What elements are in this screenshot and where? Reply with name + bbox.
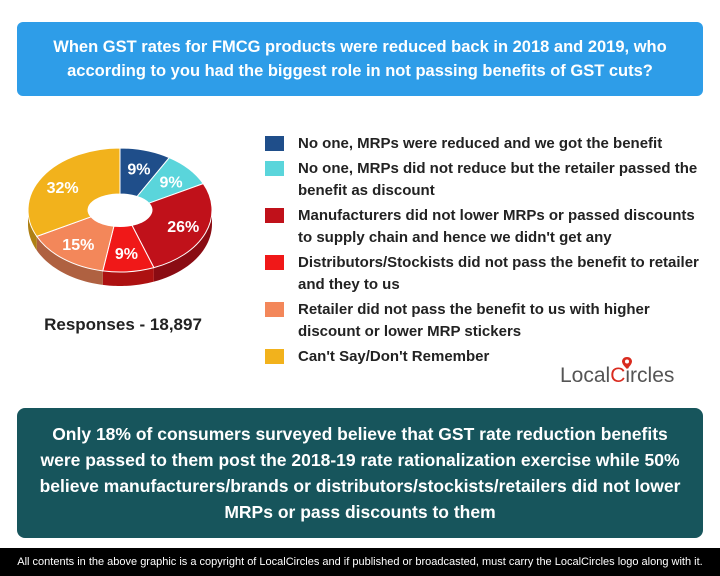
localcircles-logo: LocalCircles [560,357,700,394]
summary-text: Only 18% of consumers surveyed believe t… [39,424,681,522]
map-pin-icon [622,357,632,369]
slice-value-label: 9% [159,175,182,192]
summary-box: Only 18% of consumers surveyed believe t… [17,408,703,538]
donut-slice-side [36,236,103,285]
legend-item: Distributors/Stockists did not pass the … [265,252,705,296]
copyright-footer: All contents in the above graphic is a c… [0,548,720,576]
legend-item: Manufacturers did not lower MRPs or pass… [265,205,705,249]
donut-slice [131,183,213,269]
slice-value-label: 26% [167,219,199,236]
legend-label: Distributors/Stockists did not pass the … [298,254,699,293]
legend-item: No one, MRPs did not reduce but the reta… [265,158,705,202]
donut-hole [89,197,151,227]
responses-count: Responses - 18,897 [44,315,202,334]
question-banner: When GST rates for FMCG products were re… [17,22,703,96]
legend-item: Can't Say/Don't Remember [265,346,705,368]
slice-value-label: 9% [115,246,138,263]
legend-swatch [265,255,284,270]
donut-chart: 9% 9% 26% 9% 15% 32% [20,140,220,310]
legend-swatch [265,349,284,364]
legend-swatch [265,161,284,176]
chart-legend: No one, MRPs were reduced and we got the… [265,133,705,371]
slice-value-label: 32% [47,180,79,197]
legend-label: No one, MRPs did not reduce but the reta… [298,160,698,199]
legend-item: Retailer did not pass the benefit to us … [265,299,705,343]
donut-slice-side [153,210,212,282]
legend-swatch [265,136,284,151]
donut-slice [27,147,121,237]
slice-value-label: 9% [127,162,150,179]
donut-slice-side [28,210,37,251]
legend-item: No one, MRPs were reduced and we got the… [265,133,705,155]
legend-label: No one, MRPs were reduced and we got the… [298,135,663,152]
slice-value-label: 15% [62,237,94,254]
legend-label: Retailer did not pass the benefit to us … [298,301,650,340]
donut-chart-svg: 9% 9% 26% 9% 15% 32% [27,147,213,286]
question-text: When GST rates for FMCG products were re… [53,38,667,80]
legend-label: Manufacturers did not lower MRPs or pass… [298,207,695,246]
legend-label: Can't Say/Don't Remember [298,348,490,365]
legend-swatch [265,208,284,223]
legend-swatch [265,302,284,317]
